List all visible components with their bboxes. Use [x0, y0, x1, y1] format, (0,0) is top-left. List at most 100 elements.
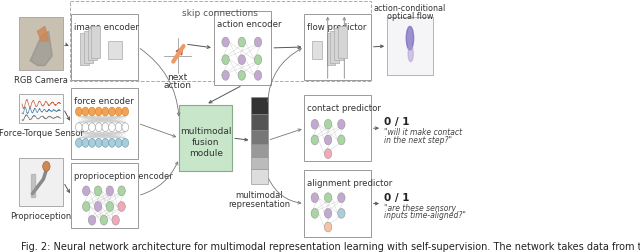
Circle shape: [112, 215, 120, 225]
Circle shape: [95, 139, 102, 148]
FancyBboxPatch shape: [19, 94, 63, 124]
FancyBboxPatch shape: [84, 32, 93, 63]
FancyBboxPatch shape: [80, 34, 89, 65]
Circle shape: [222, 38, 229, 48]
Circle shape: [324, 222, 332, 232]
Text: "will it make contact: "will it make contact: [384, 128, 462, 137]
FancyBboxPatch shape: [92, 27, 100, 58]
Circle shape: [83, 186, 90, 196]
Circle shape: [82, 108, 89, 116]
Text: inputs time-aligned?": inputs time-aligned?": [384, 211, 466, 219]
Circle shape: [95, 123, 102, 132]
Circle shape: [311, 120, 319, 130]
FancyBboxPatch shape: [252, 98, 268, 115]
FancyBboxPatch shape: [326, 34, 335, 65]
Text: skip connections: skip connections: [182, 9, 259, 18]
FancyBboxPatch shape: [305, 15, 371, 81]
Circle shape: [100, 215, 108, 225]
Text: contact predictor: contact predictor: [307, 103, 381, 112]
Text: flow predictor: flow predictor: [307, 22, 367, 32]
Circle shape: [311, 193, 319, 203]
Text: Force-Torque Sensor: Force-Torque Sensor: [0, 129, 84, 138]
Circle shape: [102, 123, 109, 132]
FancyBboxPatch shape: [19, 18, 63, 71]
Circle shape: [89, 108, 95, 116]
Text: image encoder: image encoder: [74, 22, 140, 32]
Text: Proprioception: Proprioception: [11, 211, 72, 220]
Text: "are these sensory: "are these sensory: [384, 203, 456, 212]
Circle shape: [238, 38, 246, 48]
FancyBboxPatch shape: [214, 12, 271, 86]
Circle shape: [338, 193, 345, 203]
Text: representation: representation: [228, 199, 291, 208]
Circle shape: [115, 108, 122, 116]
Circle shape: [82, 123, 89, 132]
Circle shape: [76, 139, 82, 148]
FancyBboxPatch shape: [252, 115, 268, 131]
FancyBboxPatch shape: [312, 42, 322, 59]
Circle shape: [311, 209, 319, 218]
FancyBboxPatch shape: [72, 89, 138, 159]
FancyBboxPatch shape: [252, 157, 268, 170]
FancyBboxPatch shape: [88, 29, 97, 60]
Circle shape: [118, 186, 125, 196]
Polygon shape: [30, 32, 52, 66]
FancyBboxPatch shape: [179, 105, 232, 172]
Circle shape: [222, 71, 229, 81]
Circle shape: [338, 136, 345, 145]
Circle shape: [76, 123, 82, 132]
FancyBboxPatch shape: [330, 32, 339, 63]
Circle shape: [254, 38, 262, 48]
Ellipse shape: [408, 47, 413, 62]
Circle shape: [106, 202, 113, 211]
FancyBboxPatch shape: [72, 164, 138, 228]
Circle shape: [109, 139, 115, 148]
Text: multimodal: multimodal: [180, 127, 232, 136]
Text: module: module: [189, 148, 223, 157]
FancyBboxPatch shape: [252, 170, 268, 184]
Circle shape: [102, 108, 109, 116]
Circle shape: [324, 136, 332, 145]
Circle shape: [83, 202, 90, 211]
Circle shape: [338, 120, 345, 130]
Circle shape: [88, 215, 96, 225]
Circle shape: [324, 209, 332, 218]
Text: force encoder: force encoder: [74, 97, 134, 106]
Circle shape: [95, 108, 102, 116]
FancyBboxPatch shape: [252, 131, 268, 144]
Circle shape: [82, 139, 89, 148]
Circle shape: [109, 123, 115, 132]
FancyBboxPatch shape: [108, 42, 122, 59]
Circle shape: [109, 108, 115, 116]
Circle shape: [89, 139, 95, 148]
Circle shape: [254, 56, 262, 65]
FancyBboxPatch shape: [338, 27, 346, 58]
Text: 0 / 1: 0 / 1: [384, 117, 410, 127]
Circle shape: [122, 139, 129, 148]
Circle shape: [94, 186, 102, 196]
Circle shape: [222, 56, 229, 65]
Circle shape: [238, 71, 246, 81]
Circle shape: [122, 108, 129, 116]
Circle shape: [324, 149, 332, 159]
Circle shape: [238, 56, 246, 65]
Circle shape: [89, 123, 95, 132]
Text: action-conditional: action-conditional: [374, 4, 446, 13]
Polygon shape: [38, 27, 49, 42]
Text: action encoder: action encoder: [217, 19, 281, 28]
Circle shape: [102, 139, 109, 148]
FancyBboxPatch shape: [19, 158, 63, 207]
Circle shape: [324, 193, 332, 203]
Circle shape: [76, 108, 82, 116]
Text: action: action: [164, 81, 191, 90]
Text: multimodal: multimodal: [236, 190, 284, 199]
Circle shape: [324, 120, 332, 130]
Text: alignment predictor: alignment predictor: [307, 178, 393, 187]
Circle shape: [115, 123, 122, 132]
Text: next: next: [168, 73, 188, 82]
FancyBboxPatch shape: [305, 96, 371, 162]
Text: 0 / 1: 0 / 1: [384, 192, 410, 202]
Circle shape: [338, 209, 345, 218]
Circle shape: [118, 202, 125, 211]
Text: RGB Camera: RGB Camera: [14, 76, 68, 85]
